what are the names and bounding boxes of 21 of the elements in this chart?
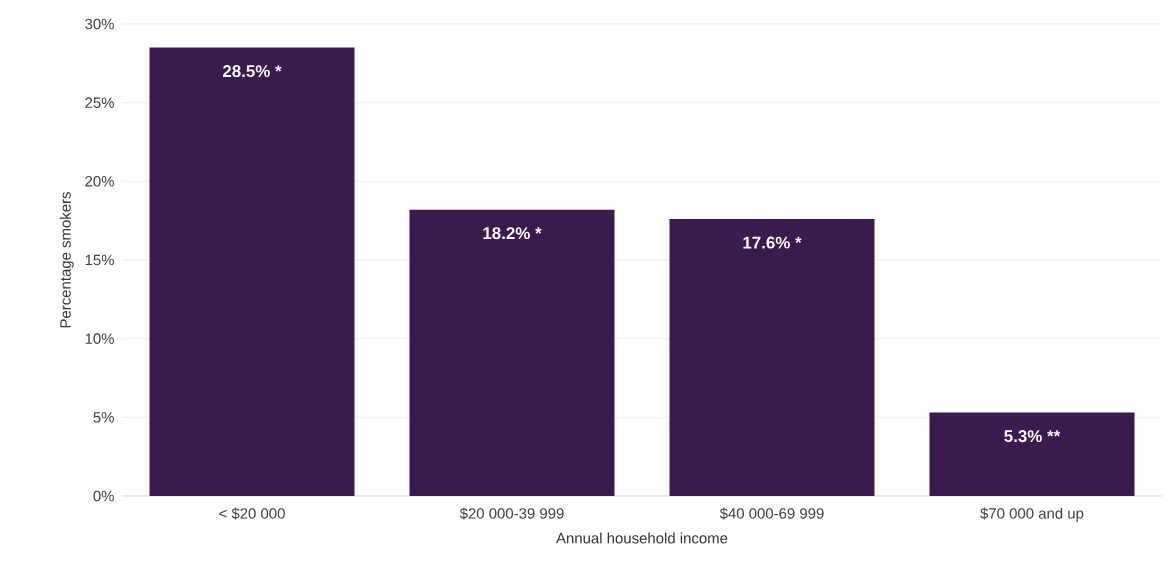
y-tick-label: 15% [85,254,114,266]
data-label: 5.3% ** [1004,430,1061,443]
y-tick-label: 0% [93,490,114,502]
y-tick-label: 30% [85,18,114,30]
y-axis-title: Percentage smokers [59,192,74,328]
x-tick-label: $70 000 and up [980,507,1084,522]
x-axis-title: Annual household income [556,532,728,544]
data-label: 17.6% * [743,236,802,249]
data-label: 28.5% * [222,65,282,78]
x-tick-label: $20 000-39 999 [459,507,564,520]
bar [149,47,355,496]
data-label: 18.2% * [483,227,542,240]
x-tick-label: < $20 000 [219,507,285,520]
y-tick-label: 10% [85,333,114,344]
y-tick-label: 20% [85,176,114,187]
x-tick-label: $40 000-69 999 [719,507,824,520]
bar [929,412,1135,496]
y-tick-label: 5% [93,412,114,423]
y-tick-label: 25% [85,97,114,108]
bar [669,219,875,496]
bar [409,209,615,496]
